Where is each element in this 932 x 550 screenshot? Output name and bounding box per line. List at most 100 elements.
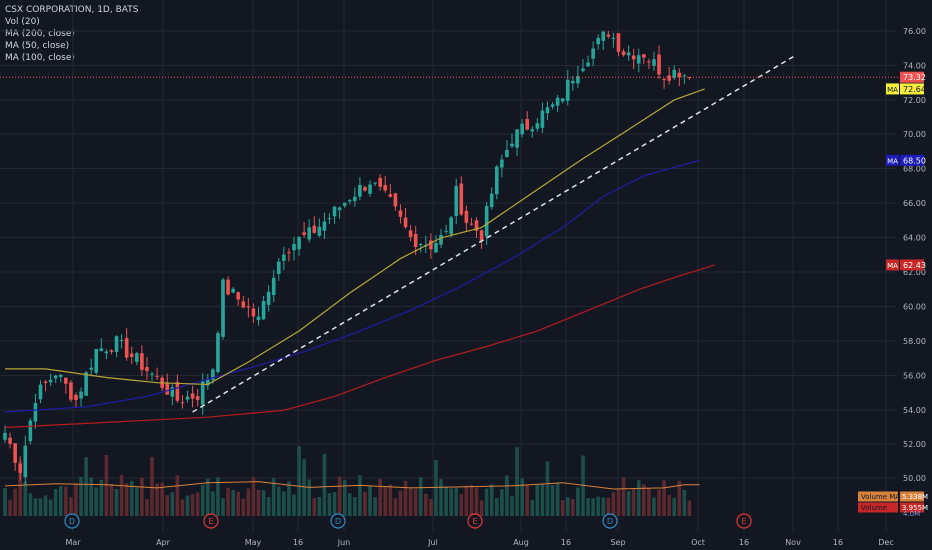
volume-bar [3, 487, 7, 516]
volume-bar [297, 446, 301, 516]
candle-body [150, 373, 154, 375]
candle-body [479, 230, 484, 241]
volume-bar [358, 475, 362, 516]
candle-body [347, 200, 352, 202]
grid [0, 0, 896, 532]
x-tick-label: Mar [65, 538, 81, 547]
volume-bar [555, 482, 560, 516]
candle-body [434, 242, 438, 253]
ma-badge-0-tag [886, 83, 899, 95]
candle-body [297, 237, 301, 250]
candle-body [383, 185, 388, 191]
volume-bar [69, 497, 73, 516]
candle-body [135, 353, 139, 362]
volume-bar [8, 500, 12, 516]
candle-body [170, 387, 175, 397]
volume-bar [48, 499, 53, 516]
candle-body [616, 33, 621, 52]
volume-bar [368, 485, 372, 516]
candle-body [124, 338, 129, 358]
ma-badge-0-box [900, 83, 924, 95]
volume-bar [353, 496, 357, 516]
y-axis: 76.00 74.00 72.00 70.00 68.00 66.00 64.00 62.00… [903, 27, 926, 483]
volume-bar [241, 498, 246, 516]
event-letter: D [335, 517, 341, 526]
candle-body [398, 210, 403, 217]
volume-bar [276, 486, 281, 516]
volume-bar [429, 499, 433, 516]
candle-body [489, 193, 494, 207]
candle-body [64, 377, 68, 384]
candle-body [145, 367, 149, 372]
candle-body [530, 129, 535, 132]
candle-body [515, 129, 519, 148]
volume-bar [378, 478, 382, 516]
candle-body [266, 291, 271, 305]
event-letter: E [741, 517, 746, 526]
volume-bar [424, 493, 428, 516]
volume-bar [459, 494, 464, 516]
candle-body [94, 349, 99, 373]
candle-body [464, 210, 469, 223]
volume-bar [302, 459, 306, 516]
volume-bar [505, 475, 509, 516]
candle-body [358, 184, 362, 197]
x-axis: Mar Apr May 16 Jun Jul Aug 16 Sep Oct 16 Nov 16 Dec [65, 538, 893, 547]
volume-bar [89, 477, 93, 516]
candle-body [642, 54, 646, 58]
y-tick-label: 50.00 [903, 474, 926, 483]
volume-bar [221, 498, 225, 516]
volume-bar [155, 483, 159, 516]
y-tick-label: 70.00 [903, 130, 926, 139]
candle-body [571, 80, 575, 84]
volume-bar [211, 491, 215, 516]
volume-bar [672, 497, 677, 516]
volume-bar [413, 488, 418, 516]
candle-body [474, 220, 479, 231]
candle-body [444, 230, 448, 232]
candle-body [302, 232, 306, 235]
volume-bar [165, 495, 170, 516]
candle-body [403, 217, 408, 228]
candle-body [368, 184, 372, 194]
volume-bar [79, 476, 83, 516]
candle-body [353, 196, 357, 201]
x-tick-label: May [245, 538, 262, 547]
candle-body [662, 79, 666, 81]
event-circle [602, 513, 618, 529]
candle-body [18, 463, 23, 473]
volume-bar [469, 485, 474, 516]
volume-bar [687, 500, 692, 516]
x-tick-label: Nov [785, 538, 801, 547]
chart-legend: CSX CORPORATION, 1D, BATS Vol (20) MA (2… [5, 4, 138, 64]
candle-body [129, 353, 134, 357]
candle-body [510, 143, 514, 147]
ma-badge-1-tag [886, 154, 899, 166]
volume-bar [109, 483, 114, 516]
volume-bar [403, 480, 408, 516]
candle-body [241, 301, 246, 308]
volume-bar [657, 489, 661, 516]
volume-bar [175, 475, 180, 516]
volume-bar [195, 492, 200, 516]
y-tick-label: 58.00 [903, 337, 926, 346]
ma-badge-2: MA 62.43 [886, 259, 926, 271]
volume-bar [256, 489, 261, 516]
volume-bar [114, 488, 119, 516]
candle-body [165, 383, 170, 395]
candle-body [312, 225, 317, 233]
ma-badge-2-tag [886, 259, 899, 271]
candle-body [586, 62, 590, 67]
volume-bar [540, 484, 545, 516]
volume-label-tag [858, 502, 898, 513]
candle-body [454, 185, 459, 216]
ma-badge-0-tag-text: MA [887, 86, 898, 94]
volume-bar [292, 494, 296, 516]
volume-label-0: Volume MA 5.338M [858, 491, 928, 502]
candle-body [388, 194, 393, 197]
ma50-line [5, 88, 705, 386]
candle-body [439, 234, 443, 245]
volume-bar [251, 476, 256, 516]
event-letter: D [607, 517, 613, 526]
